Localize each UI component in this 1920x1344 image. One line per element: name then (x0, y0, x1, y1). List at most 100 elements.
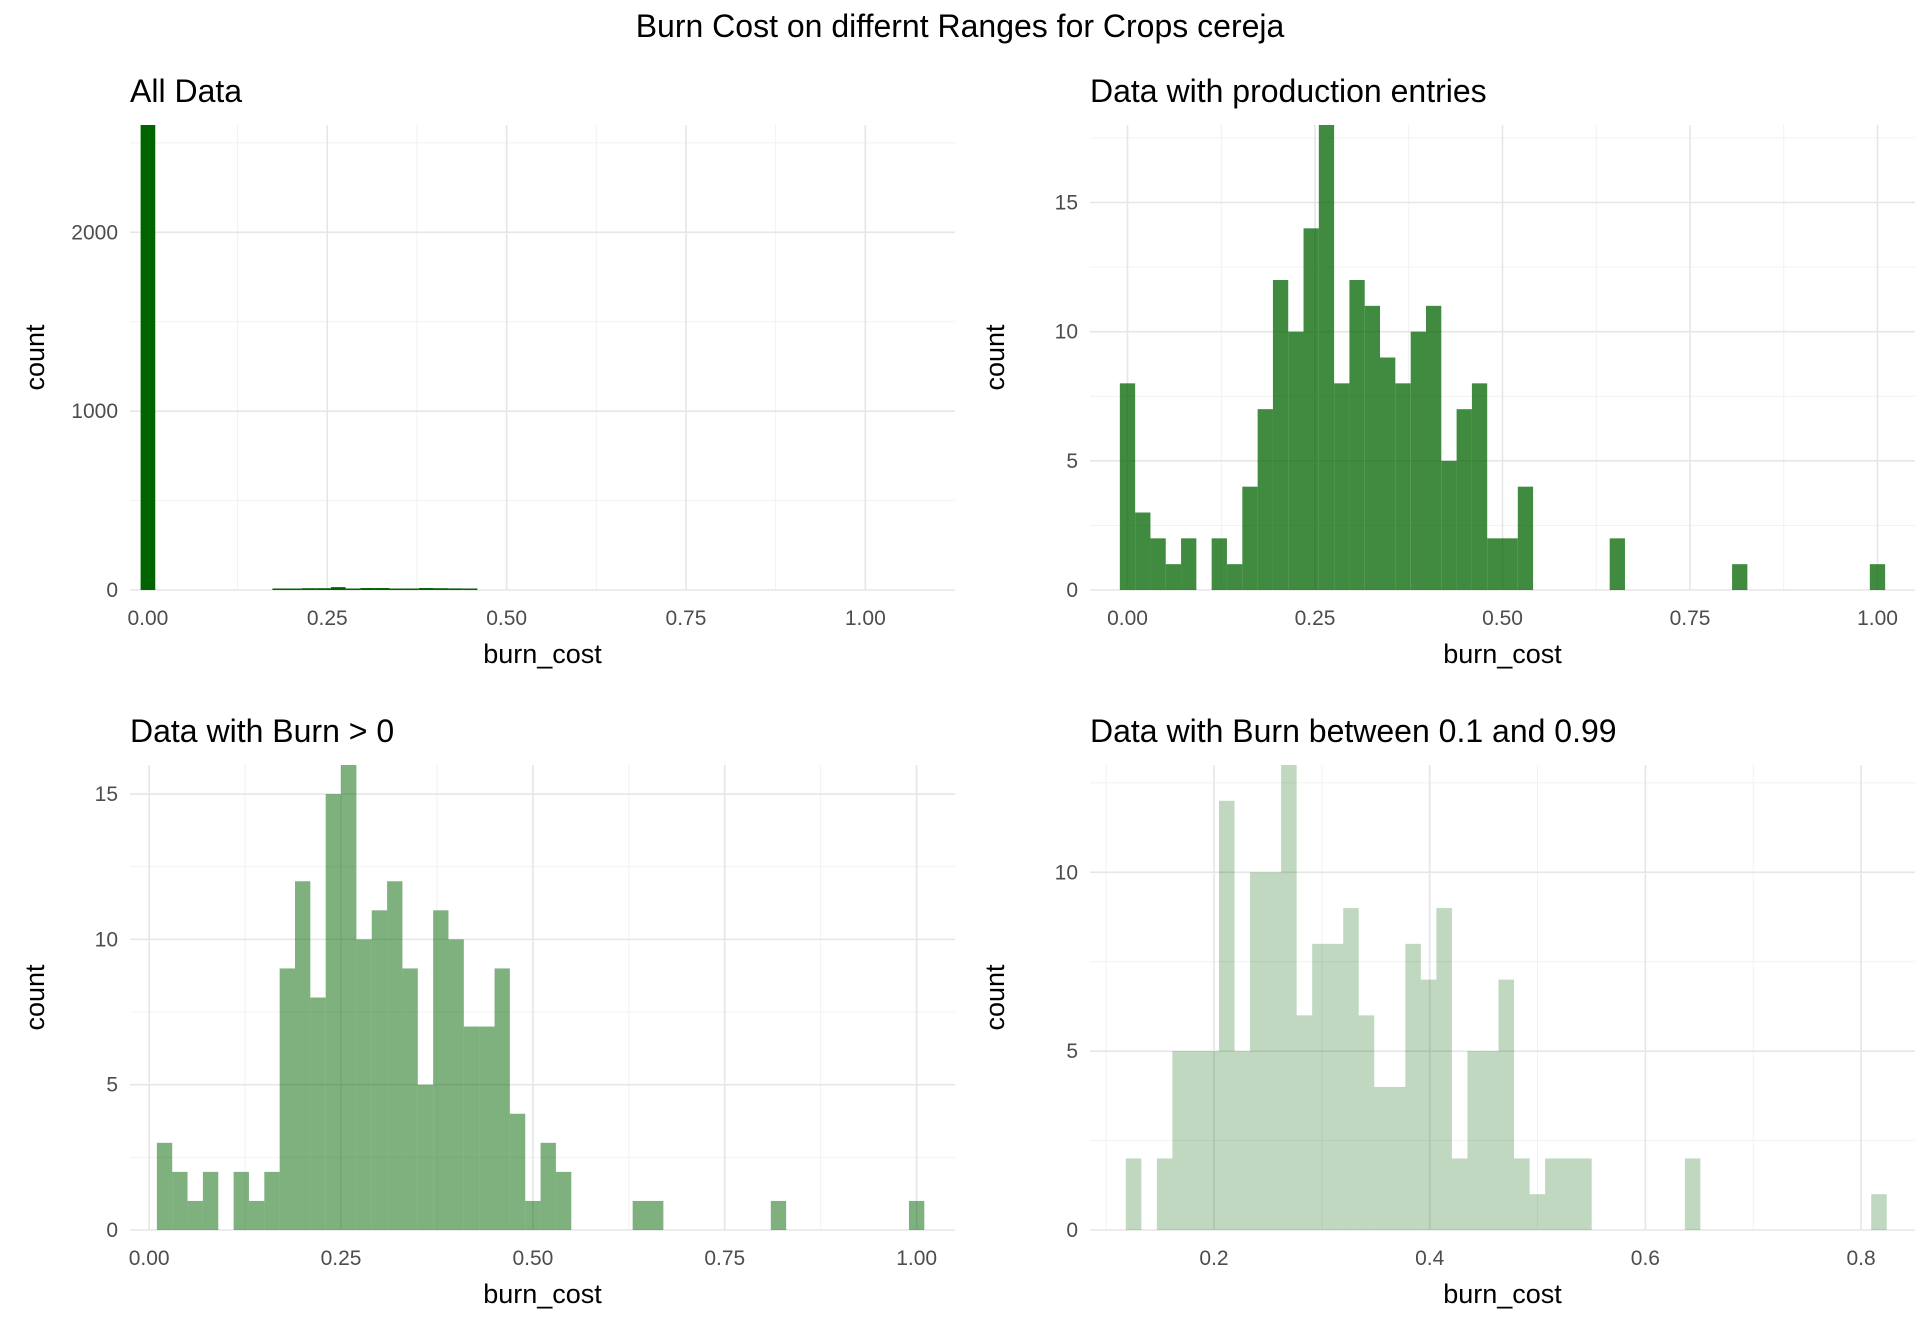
histogram-bar (295, 881, 311, 1230)
histogram-bar (1364, 305, 1381, 590)
histogram-bar (448, 588, 463, 590)
histogram-bar (1869, 564, 1886, 590)
y-axis-title: count (980, 964, 1010, 1031)
x-tick-label: 1.00 (845, 607, 886, 630)
panel-production-entries: Data with production entries 0.00 0.25 0.50… (960, 60, 1920, 680)
histogram-bar (1349, 280, 1365, 590)
histogram-bar (494, 968, 510, 1230)
histogram-bar (1288, 331, 1304, 590)
histogram-bar (389, 588, 405, 590)
y-tick-label: 10 (1055, 321, 1078, 344)
histogram-bar (1517, 486, 1534, 590)
histogram-bar (1441, 460, 1457, 590)
histogram-bar (1272, 280, 1289, 590)
x-axis-title: burn_cost (483, 639, 602, 669)
chart-burn-between: Data with Burn between 0.1 and 0.99 0.2 0.… (980, 713, 1915, 1309)
histogram-bar (1327, 943, 1344, 1230)
x-tick-label: 1.00 (896, 1247, 937, 1270)
histogram-bar (187, 1200, 203, 1230)
histogram-bar (264, 1171, 280, 1230)
histogram-bar (1389, 1086, 1406, 1230)
histogram-bar (1529, 1194, 1546, 1230)
histogram-bar (1609, 538, 1625, 590)
x-tick-label: 0.50 (512, 1247, 553, 1270)
histogram-bar (433, 910, 449, 1230)
histogram-bars (1125, 765, 1887, 1230)
histogram-bar (433, 588, 449, 590)
x-tick-label: 0.25 (321, 1247, 362, 1270)
histogram-bar (1420, 979, 1437, 1230)
histogram-bar (325, 794, 342, 1230)
histogram-bar (1281, 765, 1297, 1230)
histogram-bar (140, 125, 156, 590)
histogram-bar (1296, 1015, 1313, 1230)
panel-title: All Data (130, 73, 242, 109)
x-tick-label: 0.75 (1670, 607, 1711, 630)
histogram-bar (1482, 1051, 1499, 1230)
histogram-bar (330, 587, 346, 590)
y-tick-label: 0 (1066, 1219, 1078, 1242)
x-tick-label: 0.2 (1199, 1247, 1228, 1270)
histogram-bar (908, 1200, 925, 1230)
histogram-bar (1165, 564, 1182, 590)
histogram-bar (648, 1200, 664, 1230)
y-axis-title: count (20, 964, 50, 1031)
histogram-bar (1451, 1158, 1468, 1230)
histogram-bar (1732, 564, 1748, 590)
histogram-bars (1119, 125, 1886, 591)
histogram-bar (1545, 1158, 1561, 1230)
gridlines (1090, 125, 1915, 591)
x-tick-label: 0.6 (1631, 1247, 1660, 1270)
x-axis-title: burn_cost (1443, 1279, 1562, 1309)
panel-title: Data with production entries (1090, 73, 1487, 109)
histogram-bar (156, 1142, 173, 1230)
histogram-bar (1487, 538, 1503, 590)
histogram-bar (418, 588, 434, 590)
x-tick-label: 0.8 (1846, 1247, 1875, 1270)
histogram-bar (248, 1200, 265, 1230)
histogram-bar (1684, 1158, 1701, 1230)
panel-burn-between: Data with Burn between 0.1 and 0.99 0.2 0.… (960, 700, 1920, 1320)
histogram-bar (404, 588, 419, 590)
chart-all-data: All Data 0.00 0.25 0.50 0.75 1.00 0 1000 2000 bur… (20, 73, 955, 669)
x-tick-label: 0.25 (307, 607, 348, 630)
histogram-bar (448, 939, 464, 1230)
histogram-bar (509, 1113, 526, 1230)
histogram-bar (555, 1171, 572, 1230)
histogram-bar (463, 1026, 480, 1230)
histogram-bar (301, 588, 317, 590)
histogram-bar (1498, 979, 1515, 1230)
y-tick-label: 1000 (71, 400, 118, 423)
histogram-bar (1871, 1194, 1887, 1230)
y-tick-label: 10 (95, 928, 118, 951)
histogram-bar (1343, 908, 1359, 1230)
histogram-bar (1467, 1051, 1483, 1230)
histogram-bar (310, 997, 326, 1230)
histogram-bar (1125, 1158, 1142, 1230)
y-tick-label: 0 (1066, 579, 1078, 602)
histogram-bar (1334, 383, 1350, 590)
histogram-bar (1242, 486, 1258, 590)
panel-all-data: All Data 0.00 0.25 0.50 0.75 1.00 0 1000 2000 bur… (0, 60, 960, 680)
histogram-bar (1156, 1158, 1173, 1230)
histogram-bar (402, 968, 418, 1230)
y-axis-title: count (20, 324, 50, 391)
gridlines (130, 125, 955, 591)
histogram-bar (316, 588, 331, 590)
y-axis-title: count (980, 324, 1010, 391)
histogram-bar (1150, 538, 1166, 590)
x-tick-label: 0.50 (486, 607, 527, 630)
histogram-bar (417, 1084, 434, 1230)
histogram-bar (202, 1171, 219, 1230)
histogram-bar (1560, 1158, 1577, 1230)
histogram-bar (1312, 943, 1328, 1230)
histogram-bar (1410, 331, 1426, 590)
x-tick-label: 0.00 (1107, 607, 1148, 630)
histogram-bar (462, 588, 478, 590)
histogram-bar (345, 588, 361, 590)
histogram-bar (770, 1200, 787, 1230)
page-title: Burn Cost on differnt Ranges for Crops c… (635, 8, 1285, 44)
histogram-bar (479, 1026, 495, 1230)
histogram-bar (1203, 1051, 1219, 1230)
x-axis-title: burn_cost (483, 1279, 602, 1309)
